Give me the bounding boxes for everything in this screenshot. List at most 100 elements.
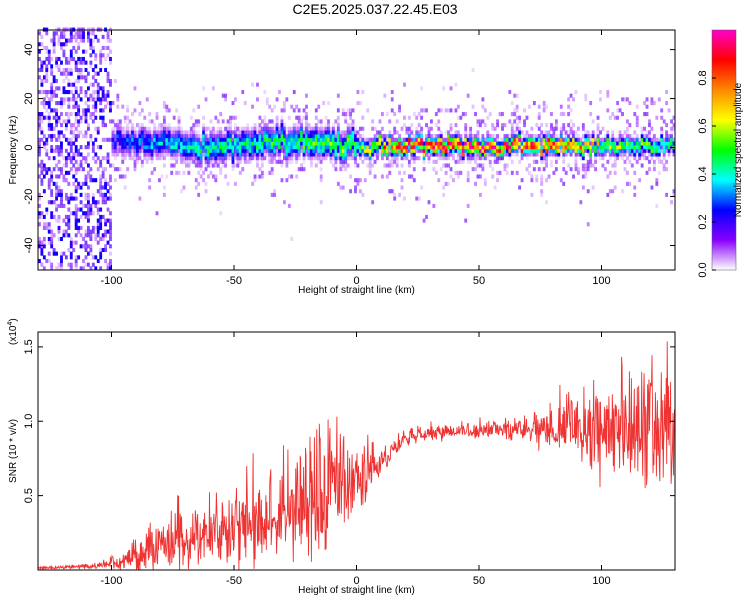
spectrogram-cell bbox=[420, 141, 424, 146]
spectrogram-cell bbox=[412, 141, 416, 146]
spectrogram-cell bbox=[64, 163, 68, 168]
spectrogram-cell bbox=[547, 130, 551, 135]
spectrogram-cell bbox=[596, 137, 600, 142]
spectrogram-cell bbox=[410, 156, 414, 161]
spectrogram-cell bbox=[214, 163, 218, 168]
spectrogram-cell bbox=[645, 104, 649, 109]
spectrogram-cell bbox=[224, 163, 228, 168]
spectrogram-cell bbox=[537, 104, 541, 109]
spectrogram-cell bbox=[594, 137, 597, 142]
spectrogram-cell bbox=[292, 123, 296, 128]
spectrogram-cell bbox=[207, 174, 210, 179]
spectrogram-cell bbox=[121, 126, 125, 131]
spectrogram-cell bbox=[339, 163, 343, 168]
spectrogram-cell bbox=[309, 141, 313, 146]
spectrogram-cell bbox=[72, 56, 76, 62]
spectrogram-cell bbox=[332, 141, 335, 146]
spectrogram-cell bbox=[87, 233, 90, 238]
spectrogram-cell bbox=[47, 229, 51, 234]
spectrogram-cell bbox=[476, 145, 480, 150]
spectrogram-cell bbox=[589, 159, 593, 164]
spectrogram-cell bbox=[165, 174, 169, 179]
spectrogram-cell bbox=[87, 104, 90, 109]
spectrogram-cell bbox=[329, 134, 333, 139]
spectrogram-cell bbox=[510, 170, 514, 175]
spectrogram-cell bbox=[643, 126, 646, 131]
spectrogram-cell bbox=[145, 97, 149, 102]
spectrogram-cell bbox=[106, 93, 110, 98]
spectrogram-cell bbox=[439, 167, 443, 172]
spectrogram-cell bbox=[319, 200, 323, 205]
spectrogram-cell bbox=[64, 67, 68, 73]
spectrogram-cell bbox=[471, 145, 475, 150]
spectrogram-cell bbox=[635, 148, 639, 153]
spectrogram-cell bbox=[145, 159, 149, 164]
spectrogram-cell bbox=[569, 108, 573, 113]
spectrogram-cell bbox=[91, 225, 95, 230]
spectrogram-cell bbox=[238, 152, 242, 157]
spectrogram-cell bbox=[452, 145, 455, 150]
spectrogram-cell bbox=[611, 189, 615, 194]
spectrogram-cell bbox=[319, 134, 323, 139]
spectrogram-cell bbox=[309, 148, 313, 153]
spectrogram-cell bbox=[427, 148, 431, 153]
spectrogram-cell bbox=[138, 145, 142, 150]
spectrogram-cell bbox=[456, 137, 460, 142]
spectrogram-cell bbox=[618, 130, 622, 135]
spectrogram-cell bbox=[608, 189, 612, 194]
spectrogram-cell bbox=[621, 152, 624, 157]
spectrogram-cell bbox=[236, 134, 240, 139]
spectrogram-cell bbox=[155, 134, 159, 139]
spectrogram-cell bbox=[94, 236, 98, 242]
spectrogram-cell bbox=[177, 152, 181, 157]
spectrogram-cell bbox=[224, 97, 228, 102]
spectrogram-cell bbox=[57, 174, 61, 179]
spectrogram-cell bbox=[265, 152, 269, 157]
spectrogram-cell bbox=[569, 119, 573, 124]
spectrogram-cell bbox=[518, 130, 522, 135]
spectrogram-cell bbox=[410, 134, 414, 139]
spectrogram-cell bbox=[648, 137, 651, 142]
spectrogram-cell bbox=[64, 42, 68, 47]
spectrogram-cell bbox=[559, 112, 563, 117]
spectrogram-cell bbox=[143, 126, 147, 131]
spectrogram-cell bbox=[373, 137, 377, 142]
spectrogram-cell bbox=[126, 145, 130, 150]
spectrogram-cell bbox=[172, 126, 176, 131]
spectrogram-cell bbox=[427, 156, 431, 161]
colorbar-ticks: 0.00.20.40.60.8 bbox=[697, 70, 716, 278]
spectrogram-cell bbox=[69, 82, 73, 87]
spectrogram-cell bbox=[454, 137, 458, 142]
spectrogram-cell bbox=[645, 97, 649, 102]
spectrogram-cell bbox=[57, 101, 61, 106]
spectrogram-cell bbox=[79, 145, 83, 150]
spectrogram-cell bbox=[38, 214, 41, 219]
spectrogram-cell bbox=[449, 123, 453, 128]
spectrogram-cell bbox=[302, 130, 306, 135]
spectrogram-cell bbox=[567, 152, 571, 157]
spectrogram-cell bbox=[542, 145, 546, 150]
spectrogram-cell bbox=[238, 170, 242, 175]
spectrogram-cell bbox=[390, 189, 394, 194]
spectrogram-cell bbox=[45, 67, 49, 73]
spectrogram-cell bbox=[486, 115, 490, 120]
spectrogram-cell bbox=[55, 123, 58, 128]
spectrogram-cell bbox=[552, 126, 556, 131]
spectrogram-cell bbox=[72, 34, 76, 39]
spectrogram-cell bbox=[40, 126, 44, 131]
spectrogram-cell bbox=[317, 141, 321, 146]
spectrogram-cell bbox=[38, 31, 41, 36]
spectrogram-cell bbox=[393, 126, 397, 131]
spectrogram-cell bbox=[390, 148, 394, 153]
spectrogram-cell bbox=[530, 137, 534, 142]
spectrogram-cell bbox=[91, 67, 95, 73]
spectrogram-cell bbox=[109, 185, 112, 190]
spectrogram-cell bbox=[89, 207, 93, 212]
spectrogram-cell bbox=[643, 134, 646, 139]
spectrogram-cell bbox=[532, 145, 536, 150]
spectrogram-cell bbox=[62, 163, 66, 168]
spectrogram-cell bbox=[285, 141, 289, 146]
spectrogram-cell bbox=[158, 130, 161, 135]
spectrogram-cell bbox=[275, 130, 279, 135]
spectrogram-cell bbox=[670, 134, 673, 139]
